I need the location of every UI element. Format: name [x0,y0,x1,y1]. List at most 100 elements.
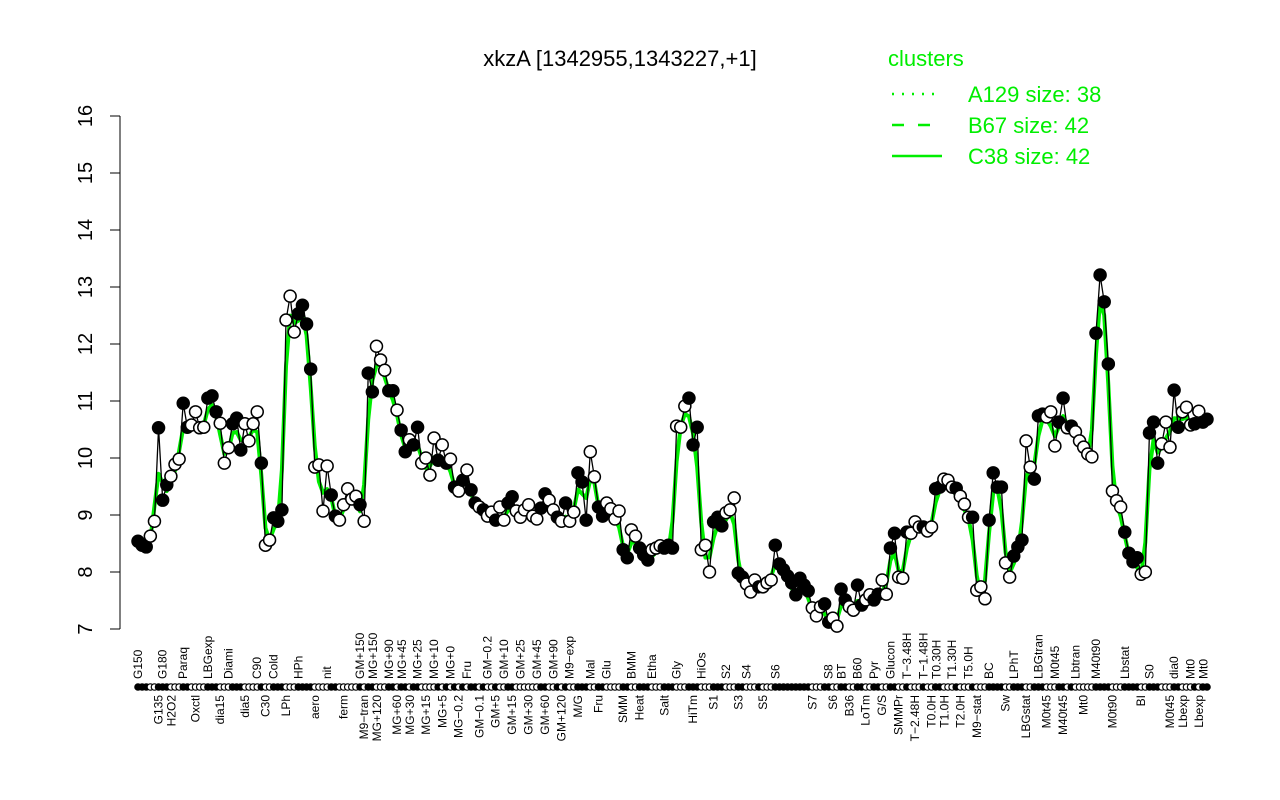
x-tick-label: T−2.48H [908,695,922,741]
y-axis: 7 8 9 10 11 12 13 14 15 16 [75,105,121,635]
data-point [316,504,330,518]
data-point [332,513,347,527]
x-tick-label: GM+25 [513,639,527,679]
data-point [986,466,1000,480]
x-tick-label: MG+0 [443,646,457,679]
x-axis-labels: G150 G135 G180 H2O2 Paraq Oxctl LBGexp dia15 Dia… [131,632,1211,741]
data-point [924,520,939,534]
x-tick-label: LBGstat [1019,694,1033,738]
data-point [994,480,1009,494]
x-tick-label: S3 [731,695,745,710]
data-point [435,438,450,452]
x-tick-label: GM+10 [497,639,511,679]
x-tick-label: Mal [583,660,597,679]
data-point [850,578,865,592]
data-point [250,405,264,419]
data-point [497,513,511,527]
data-point [587,470,602,484]
data-point [957,497,972,511]
data-point [665,541,680,555]
data-point [702,565,717,579]
x-tick-label: S6 [768,664,782,679]
data-point [978,592,992,606]
x-tick-label: MG+5 [435,695,449,728]
x-tick-label: BMM [624,651,638,679]
x-tick-label: MG−0.2 [452,695,466,738]
data-point [320,459,334,473]
x-tick-label: Heat [633,694,647,720]
x-tick-label: C30 [258,695,272,717]
data-point [715,519,729,533]
x-tick-label: dia0 [1167,656,1181,679]
data-point [690,420,704,434]
data-point [365,385,380,399]
data-point [205,389,219,403]
data-point [612,504,626,518]
y-tick-label: 12 [75,333,97,355]
data-point [965,510,980,525]
data-point [1113,500,1128,514]
x-tick-label: M0t45 [1163,695,1177,729]
x-tick-label: S6 [826,695,840,710]
x-tick-label: G/S [875,695,889,716]
x-tick-label: S4 [740,664,754,679]
x-tick-label: S8 [822,664,836,679]
x-tick-label: Lbtran [1068,645,1082,679]
data-point [217,456,232,470]
rug-marker [1203,683,1211,691]
x-tick-label: G150 [131,649,145,679]
x-tick-label: Mt0 [1184,659,1198,679]
x-tick-label: BT [835,663,849,679]
x-tick-label: LBGexp [201,635,215,679]
x-tick-label: MG+45 [395,639,409,679]
data-point [567,505,581,519]
data-point [386,383,400,398]
data-point [287,325,301,339]
x-tick-label: Glucon [883,641,897,679]
data-point [213,416,227,430]
data-point [246,417,260,431]
y-tick-label: 9 [75,509,97,520]
x-tick-label: M40t45 [1056,695,1070,735]
data-point [369,339,384,354]
data-point [887,526,902,540]
cluster-c38-line [136,298,1208,628]
x-tick-label: BC [982,662,996,679]
data-point [505,490,519,504]
x-tick-label: MG+25 [411,639,425,679]
x-tick-label: S7 [805,695,819,710]
data-point [209,405,223,419]
data-point [1200,412,1214,426]
legend-title: clusters [888,46,964,71]
legend-entry-c38: C38 size: 42 [968,144,1090,169]
x-tick-label: LPhT [1007,650,1021,679]
y-tick-label: 15 [75,162,97,184]
data-point [275,503,289,517]
x-tick-label: B60 [851,657,865,679]
data-point [394,423,408,437]
x-tick-label: Paraq [176,647,190,679]
data-point [1027,472,1042,486]
data-point [727,491,741,505]
data-point [1085,450,1099,464]
data-points [131,268,1214,633]
x-tick-label: GM+150 [353,632,367,679]
x-tick-label: Lbexp [1176,695,1190,728]
x-tick-label: SMMPr [892,695,906,735]
data-point [242,434,256,448]
data-point [1044,405,1058,419]
x-tick-label: GM+90 [546,639,560,679]
data-point [1048,439,1062,453]
x-tick-label: S0 [1142,664,1156,679]
data-point [460,463,474,477]
x-tick-label: M40t90 [1089,639,1103,679]
x-tick-label: HPh [291,656,305,679]
data-point [698,538,713,552]
data-point [283,289,297,303]
data-point [1023,460,1037,474]
data-point [558,496,573,510]
data-point [830,619,844,633]
x-tick-label: Oxctl [189,695,203,722]
data-point [410,420,425,434]
x-tick-label: M/G [571,695,585,718]
